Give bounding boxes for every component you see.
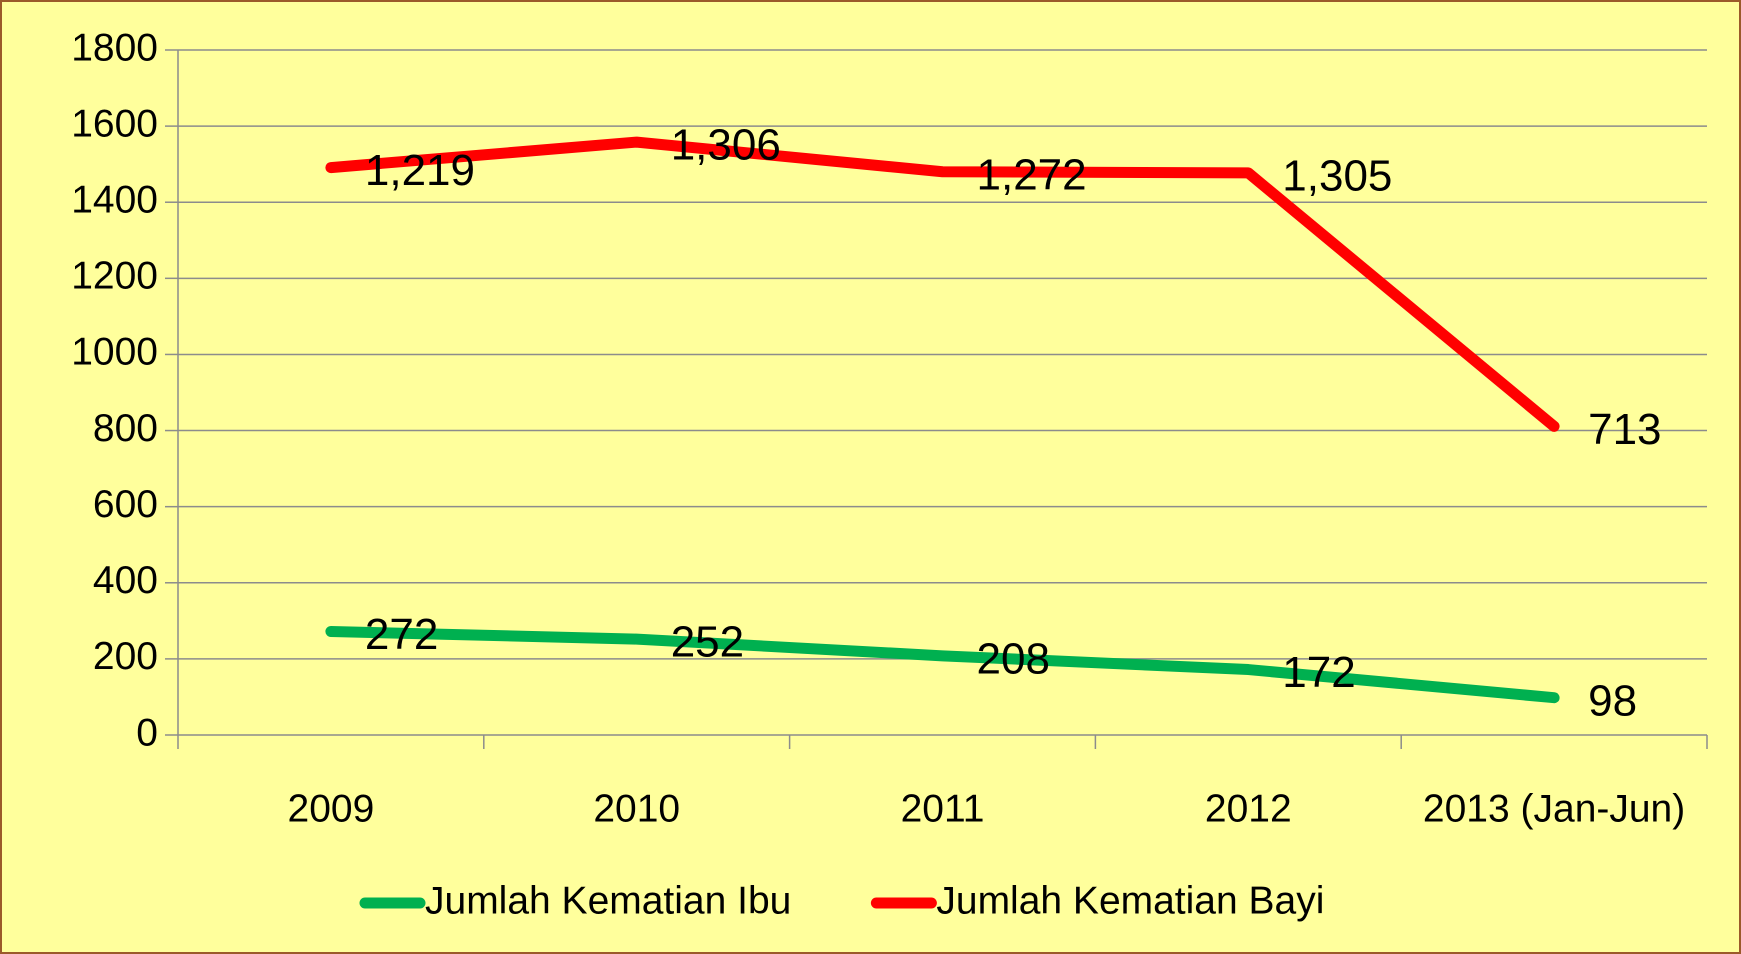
x-tick-label: 2011	[901, 787, 985, 830]
y-tick-label: 200	[93, 635, 158, 678]
y-tick-label: 1400	[71, 179, 158, 222]
y-tick-label: 1600	[71, 102, 158, 145]
series-line	[325, 625, 1560, 704]
legend-label: Jumlah Kematian Ibu	[425, 879, 791, 922]
y-tick-label: 1800	[71, 26, 158, 69]
x-tick-label: 2012	[1205, 787, 1292, 830]
y-tick-label: 0	[136, 711, 158, 754]
data-label: 1,219	[365, 146, 475, 195]
x-tick-label: 2009	[288, 787, 375, 830]
data-label: 1,306	[671, 121, 781, 170]
y-tick-label: 1000	[71, 331, 158, 374]
y-tick-label: 600	[93, 483, 158, 526]
x-tick-label: 2013 (Jan-Jun)	[1423, 787, 1685, 830]
x-tick-label: 2010	[593, 787, 680, 830]
data-label: 172	[1282, 648, 1355, 697]
data-label: 208	[977, 634, 1050, 683]
y-tick-label: 800	[93, 407, 158, 450]
data-label: 252	[671, 618, 744, 667]
legend-label: Jumlah Kematian Bayi	[936, 879, 1324, 922]
data-label: 1,272	[977, 150, 1087, 199]
series-line	[325, 136, 1560, 432]
y-tick-label: 1200	[71, 255, 158, 298]
y-tick-label: 400	[93, 559, 158, 602]
data-label: 272	[365, 610, 438, 659]
data-label: 713	[1588, 405, 1661, 454]
data-label: 98	[1588, 676, 1637, 725]
data-label: 1,305	[1282, 152, 1392, 201]
